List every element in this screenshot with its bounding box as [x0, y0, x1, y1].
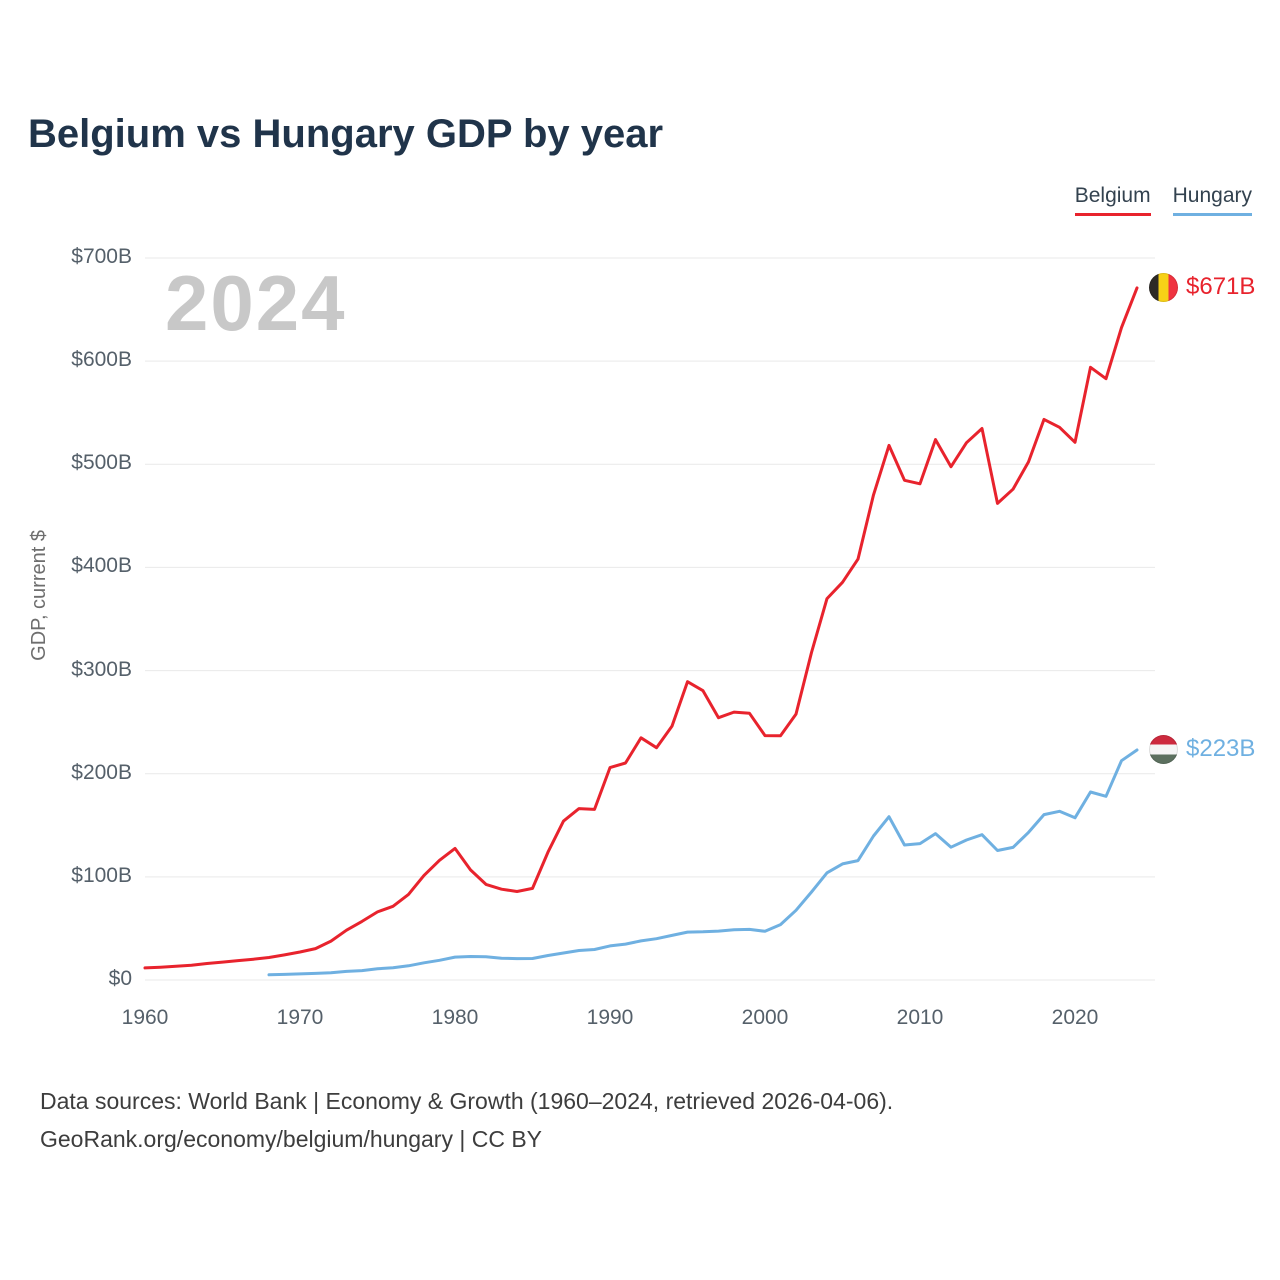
- year-watermark: 2024: [165, 259, 347, 347]
- y-tick-label: $300B: [71, 657, 132, 681]
- footer-attribution-line: GeoRank.org/economy/belgium/hungary | CC…: [40, 1126, 543, 1152]
- x-tick-label: 2000: [741, 1006, 789, 1029]
- legend: Belgium Hungary: [1074, 184, 1252, 216]
- hungary-end-value: $223B: [1186, 735, 1256, 763]
- y-tick-label: $700B: [71, 245, 132, 268]
- end-label: $671B: [1149, 272, 1256, 302]
- y-tick-label: $500B: [71, 451, 132, 475]
- x-tick-label: 1970: [276, 1006, 324, 1029]
- x-tick-label: 1980: [431, 1006, 479, 1029]
- page-title: Belgium vs Hungary GDP by year: [28, 112, 664, 156]
- legend-item-hungary[interactable]: Hungary: [1172, 184, 1252, 216]
- footer: Data sources: World Bank | Economy & Gro…: [40, 1082, 893, 1158]
- series-line-belgium: [143, 286, 1139, 970]
- series-line-hungary: [267, 748, 1139, 977]
- x-tick-label: 1990: [586, 1006, 634, 1029]
- y-tick-label: $600B: [71, 348, 132, 372]
- footer-sources-line: Data sources: World Bank | Economy & Gro…: [40, 1088, 894, 1114]
- belgium-flag-icon: [1149, 272, 1178, 302]
- belgium-end-value: $671B: [1186, 273, 1256, 301]
- y-tick-label: $0: [108, 967, 132, 990]
- x-tick-label: 1960: [121, 1006, 169, 1029]
- hungary-flag-icon: [1149, 734, 1178, 764]
- legend-item-belgium[interactable]: Belgium: [1074, 184, 1151, 216]
- end-label: $223B: [1149, 734, 1256, 764]
- x-tick-label: 2010: [896, 1006, 944, 1029]
- x-tick-label: 2020: [1051, 1006, 1099, 1029]
- y-tick-label: $200B: [71, 760, 132, 784]
- y-tick-label: $400B: [71, 554, 132, 578]
- y-tick-label: $100B: [71, 863, 132, 887]
